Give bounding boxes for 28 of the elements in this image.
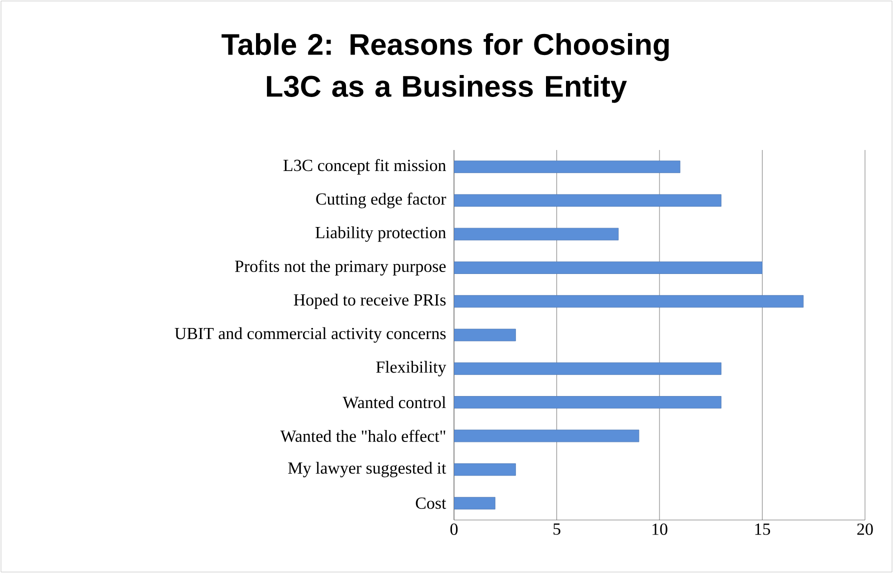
x-tick-label: 5 (554, 524, 560, 535)
bar (454, 362, 722, 375)
bar (454, 496, 496, 510)
y-tick-label: Hoped to receive PRIs (294, 294, 446, 310)
y-tick-label: L3C concept fit mission (283, 159, 446, 175)
x-tick-label: 10 (652, 524, 668, 535)
y-tick-label: Cost (416, 497, 446, 509)
y-tick-label: Profits not the primary purpose (235, 260, 446, 276)
bar (454, 328, 516, 342)
chart-title: Table 2: Reasons for Choosing L3C as a Business Entity (222, 33, 669, 103)
y-tick-label: Wanted the "halo effect" (280, 430, 446, 442)
y-tick-label: Cutting edge factor (316, 192, 446, 208)
bar (454, 463, 516, 476)
x-tick-label: 0 (450, 524, 458, 535)
bar (454, 160, 680, 174)
y-tick-label: Liability protection (315, 226, 446, 242)
bar (454, 295, 804, 308)
y-tick-label: Wanted control (342, 396, 446, 408)
y-tick-label: My lawyer suggested it (288, 462, 446, 478)
bar (454, 262, 762, 274)
y-tick-label: UBIT and commercial activity concerns (174, 327, 446, 343)
x-tick-label: 15 (755, 524, 770, 535)
bar (454, 228, 619, 240)
bar (454, 430, 640, 442)
bar (454, 194, 722, 207)
x-tick-label: 20 (857, 524, 873, 535)
y-tick-label: Flexibility (376, 360, 446, 376)
bar (454, 396, 722, 408)
